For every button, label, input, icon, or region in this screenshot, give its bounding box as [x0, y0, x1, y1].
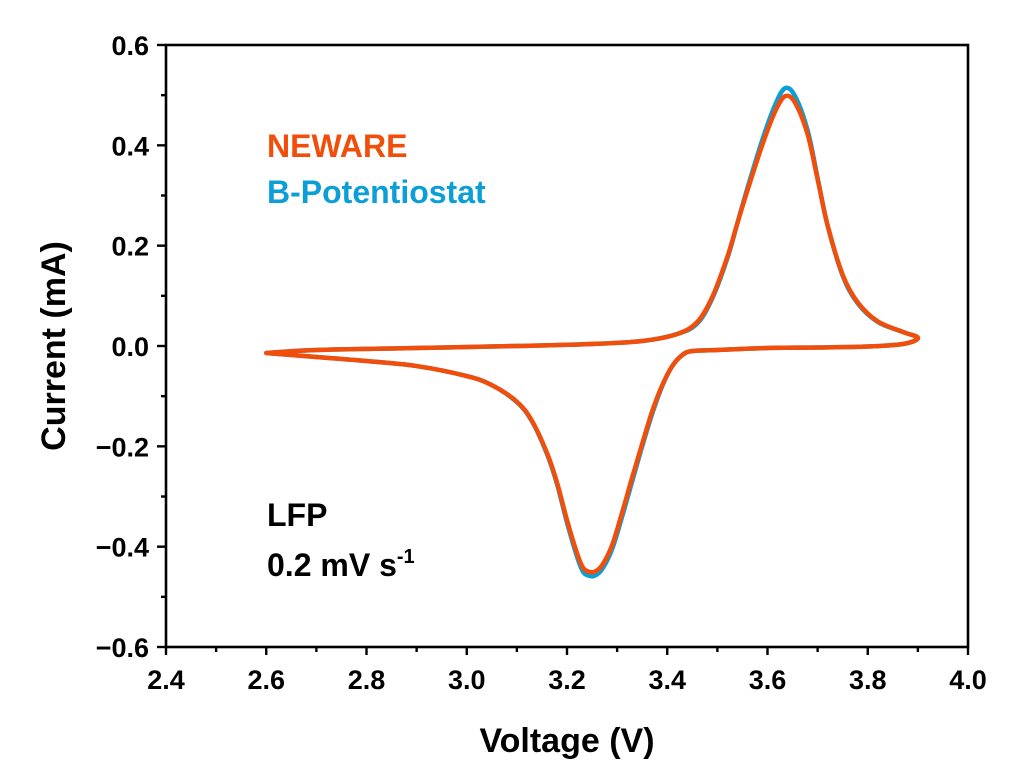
- y-tick-label: −0.2: [96, 432, 149, 462]
- annotation-scan-rate: 0.2 mV s-1: [267, 546, 415, 583]
- annotation-scan-rate-main: 0.2 mV s: [267, 547, 397, 583]
- x-tick-label: 3.2: [548, 665, 586, 695]
- ticks-layer: 2.4 2.6 2.8 3.0 3.2 3.4 3.6 3.8 4.0 0.6 0.4 0.2 0.0 −…: [96, 31, 987, 695]
- x-tick-label: 3.6: [749, 665, 787, 695]
- x-axis-title: Voltage (V): [479, 722, 654, 760]
- y-tick-label: 0.2: [111, 232, 149, 262]
- x-tick-label: 2.6: [247, 665, 285, 695]
- annotation-sample: LFP: [267, 497, 327, 533]
- y-tick-label: 0.6: [111, 31, 149, 61]
- x-tick-label: 3.8: [849, 665, 887, 695]
- legend-entry-b-potentiostat: B-Potentiostat: [267, 174, 486, 210]
- series-layer: [264, 85, 921, 579]
- x-tick-label: 4.0: [949, 665, 987, 695]
- x-tick-label: 3.4: [648, 665, 686, 695]
- series-line-neware: [264, 93, 921, 575]
- y-axis-title: Current (mA): [35, 241, 73, 451]
- legend-entry-neware: NEWARE: [267, 128, 407, 164]
- y-tick-label: 0.0: [111, 332, 149, 362]
- x-tick-label: 2.8: [348, 665, 386, 695]
- y-tick-label: −0.4: [96, 533, 149, 563]
- annotation-scan-rate-sup: -1: [397, 546, 415, 568]
- y-tick-label: 0.4: [111, 131, 149, 161]
- x-tick-label: 2.4: [147, 665, 185, 695]
- y-tick-label: −0.6: [96, 633, 149, 663]
- x-tick-label: 3.0: [448, 665, 486, 695]
